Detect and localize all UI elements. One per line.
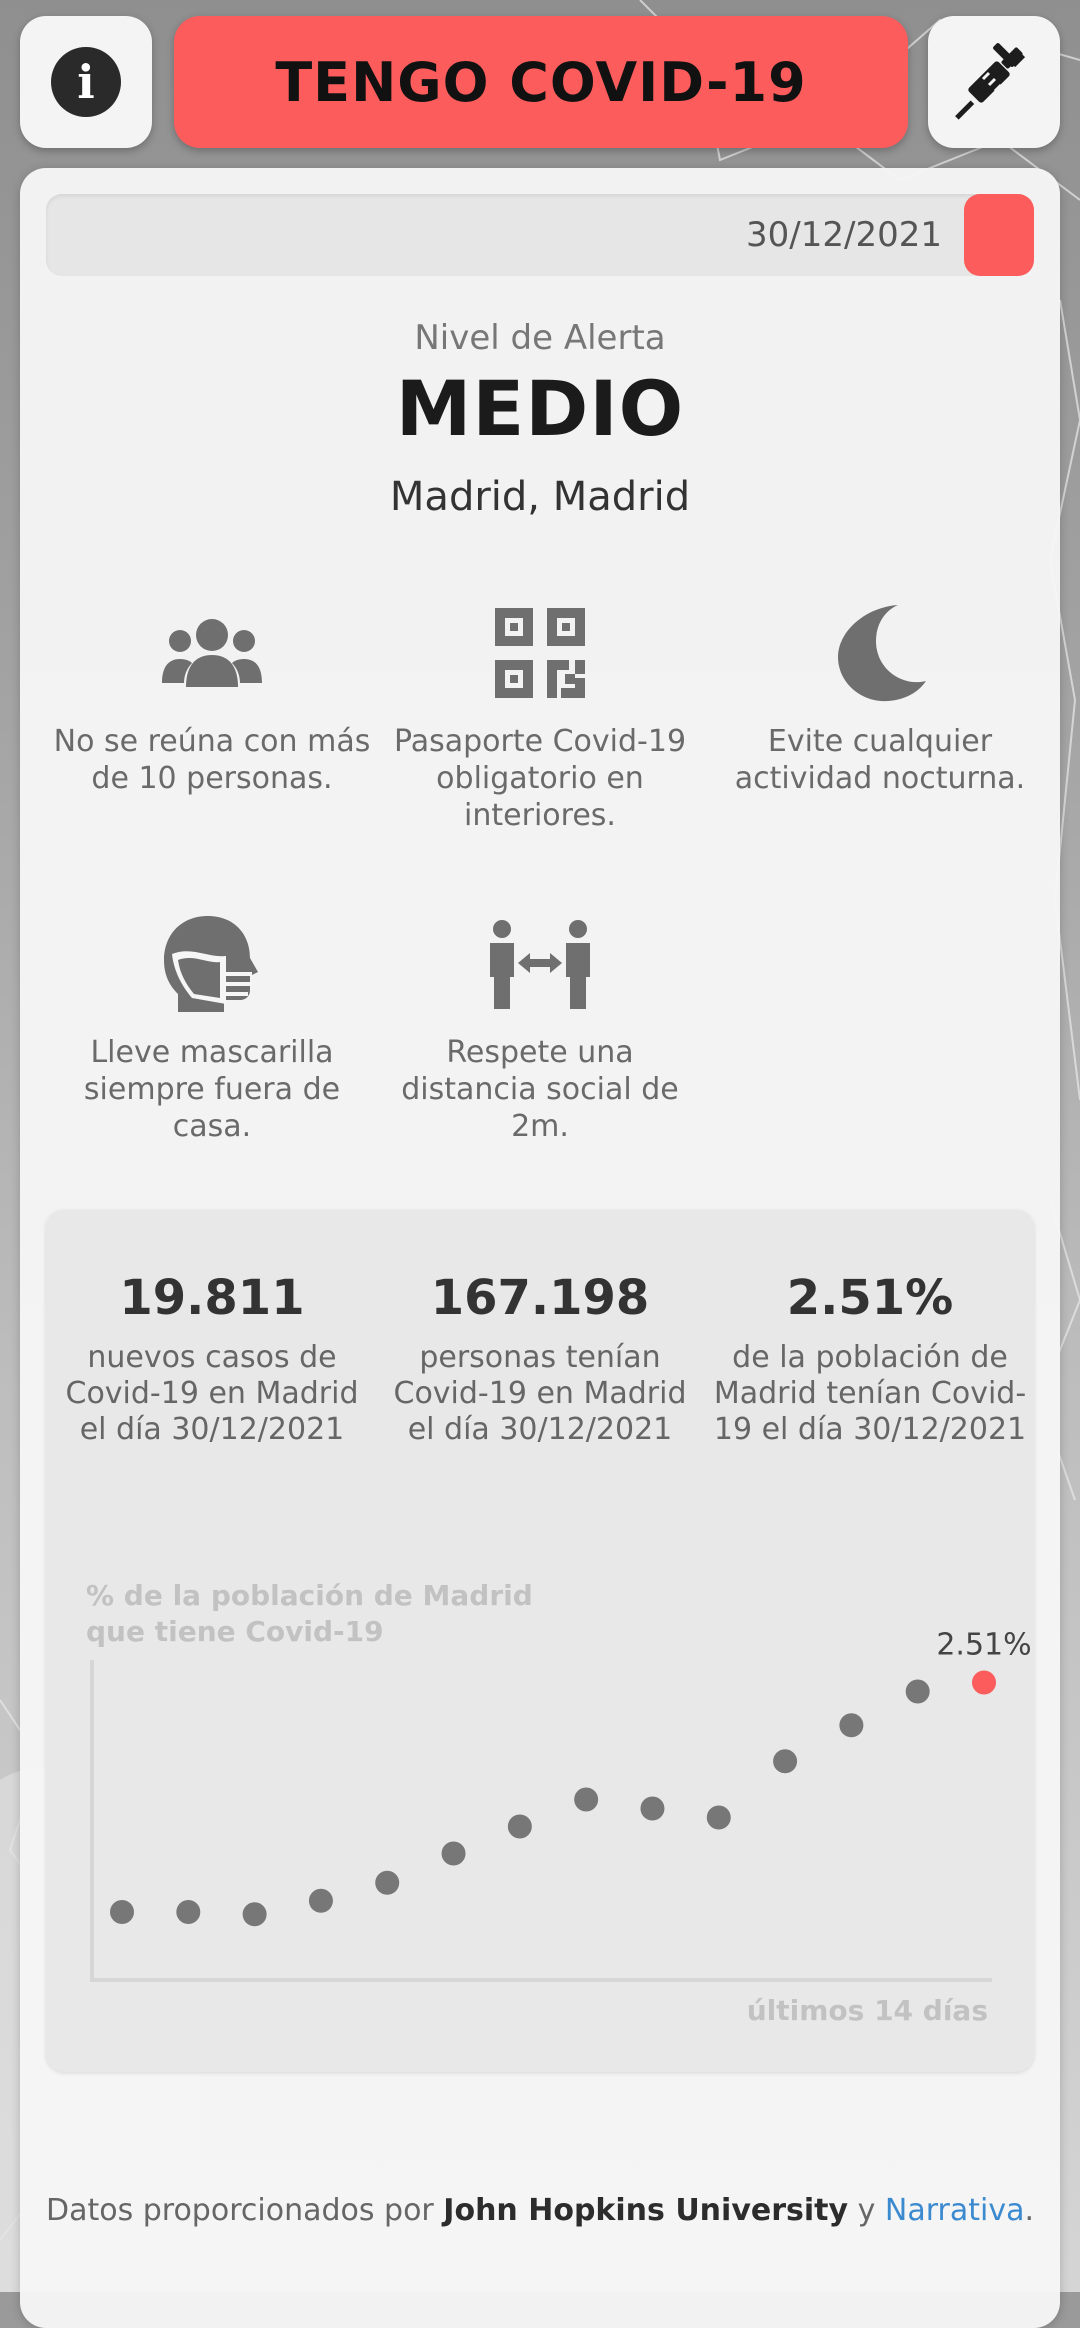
- chart-point: [110, 1900, 134, 1924]
- attribution-prefix: Datos proporcionados por: [45, 2193, 444, 2228]
- date-selector[interactable]: 30/12/2021: [46, 194, 1034, 276]
- attribution-source: John Hopkins University: [443, 2193, 849, 2228]
- moon-icon: [838, 605, 926, 702]
- info-icon: i: [51, 47, 121, 117]
- date-picker-button[interactable]: [964, 194, 1034, 276]
- attribution-suffix: .: [1024, 2193, 1035, 2228]
- info-button[interactable]: i: [20, 16, 152, 148]
- location-name: Madrid, Madrid: [389, 474, 691, 520]
- main-card: 30/12/2021 Nivel de Alerta MEDIO Madrid,…: [20, 168, 1060, 2328]
- recommendation-text: No se reúna con más de 10 personas.: [53, 724, 371, 796]
- alert-level-value: MEDIO: [395, 364, 685, 453]
- narrativa-link[interactable]: Narrativa: [884, 2193, 1025, 2228]
- chart-point: [375, 1870, 400, 1895]
- selected-date: 30/12/2021: [746, 215, 942, 255]
- chart-title: % de la población de Madrid que tiene Co…: [86, 1579, 533, 1648]
- data-attribution: Datos proporcionados por John Hopkins Un…: [20, 2192, 1060, 2229]
- chart-point: [706, 1805, 731, 1830]
- stat-description: nuevos casos de Covid-19 en Madrid el dí…: [65, 1340, 359, 1447]
- chart-point: [242, 1902, 267, 1927]
- stat-active-cases: 167.198 personas tenían Covid-19 en Madr…: [380, 1270, 700, 1448]
- qr-code-icon: [495, 608, 585, 698]
- trend-chart: 2.51%: [90, 1628, 1032, 1982]
- statistics-panel: 19.811 nuevos casos de Covid-19 en Madri…: [46, 1210, 1034, 2072]
- chart-point: [839, 1713, 864, 1738]
- chart-point: [574, 1787, 599, 1812]
- stat-value: 19.811: [119, 1270, 305, 1326]
- recommendation-text: Lleve mascarilla siempre fuera de casa.: [83, 1035, 341, 1144]
- recommendation-gatherings: No se reúna con más de 10 personas.: [52, 603, 372, 797]
- chart-point: [441, 1841, 466, 1866]
- stat-population-percent: 2.51% de la población de Madrid tenían C…: [710, 1270, 1030, 1448]
- stat-new-cases: 19.811 nuevos casos de Covid-19 en Madri…: [52, 1270, 372, 1448]
- group-icon: [162, 619, 262, 687]
- recommendation-mask: Lleve mascarilla siempre fuera de casa.: [52, 914, 372, 1145]
- tengo-covid-button[interactable]: TENGO COVID-19: [174, 16, 908, 148]
- chart-point-latest: [972, 1670, 996, 1695]
- recommendation-text: Evite cualquier actividad nocturna.: [734, 724, 1026, 796]
- chart-last-value-label: 2.51%: [936, 1628, 1031, 1663]
- alert-level-label: Nivel de Alerta: [414, 318, 666, 358]
- syringe-icon: [955, 43, 1026, 120]
- social-distance-icon: [490, 920, 590, 1009]
- face-mask-icon: [164, 916, 258, 1012]
- stat-value: 167.198: [430, 1270, 650, 1326]
- chart-point: [507, 1814, 532, 1839]
- chart-point: [905, 1679, 930, 1704]
- recommendation-night: Evite cualquier actividad nocturna.: [720, 603, 1040, 797]
- chart-point: [308, 1888, 333, 1913]
- chart-point: [640, 1796, 665, 1821]
- chart-point: [176, 1900, 201, 1924]
- chart-x-label: últimos 14 días: [746, 1994, 988, 2027]
- stat-description: de la población de Madrid tenían Covid-1…: [713, 1340, 1027, 1447]
- tengo-covid-label: TENGO COVID-19: [275, 50, 807, 114]
- stat-description: personas tenían Covid-19 en Madrid el dí…: [393, 1340, 687, 1447]
- recommendation-passport: Pasaporte Covid-19 obligatorio en interi…: [380, 603, 700, 834]
- recommendation-text: Pasaporte Covid-19 obligatorio en interi…: [393, 724, 687, 833]
- recommendation-text: Respete una distancia social de 2m.: [401, 1035, 679, 1144]
- chart-point: [773, 1749, 798, 1774]
- recommendation-distance: Respete una distancia social de 2m.: [380, 914, 700, 1145]
- attribution-connector: y: [848, 2193, 885, 2228]
- stat-value: 2.51%: [786, 1270, 954, 1326]
- vaccine-button[interactable]: [928, 16, 1060, 148]
